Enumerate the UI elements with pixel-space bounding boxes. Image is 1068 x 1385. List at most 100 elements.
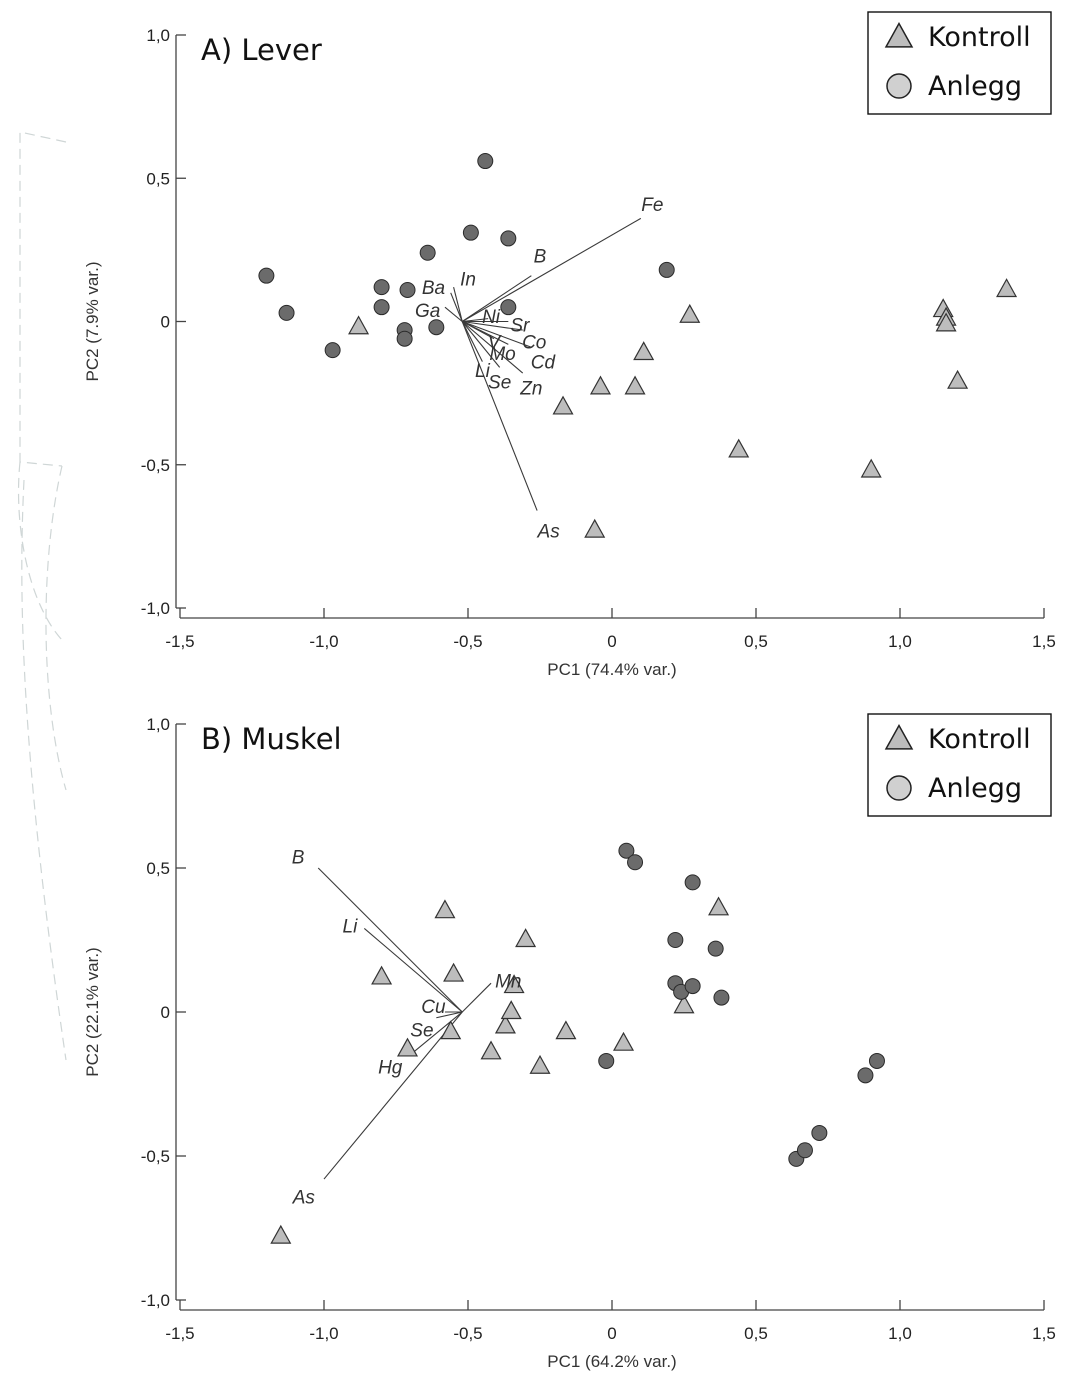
point-kontroll (494, 1014, 516, 1034)
legend-label-anlegg: Anlegg (928, 71, 1022, 102)
point-kontroll (728, 438, 750, 458)
x-tick-label: -0,5 (453, 1324, 482, 1343)
x-tick-label: -0,5 (453, 632, 482, 651)
point-kontroll (555, 1020, 577, 1040)
point-kontroll (348, 315, 370, 335)
point-kontroll (397, 1037, 419, 1057)
point-anlegg (462, 224, 479, 241)
loading-vector-b (461, 275, 532, 322)
loading-vector-li (461, 321, 483, 362)
x-tick-label: 1,5 (1032, 632, 1056, 651)
loading-vector-ba (450, 292, 463, 322)
legend: Kontroll Anlegg (867, 713, 1052, 817)
panel-lever: -1,5 -1,0 -0,5 0 0,5 1,0 1,5 -1,0 -0,5 0 0,5 1,0 PC1… (83, 11, 1056, 679)
x-tick-label: 0,5 (744, 632, 768, 651)
point-kontroll (480, 1040, 502, 1060)
loading-vector-zn (461, 321, 524, 374)
loading-vector-se (436, 1011, 463, 1019)
point-kontroll (270, 1224, 292, 1244)
loading-label-fe: Fe (641, 195, 663, 216)
point-kontroll (613, 1031, 635, 1051)
legend-label-kontroll: Kontroll (928, 724, 1031, 755)
x-tick-label: -1,0 (309, 632, 338, 651)
loading-label-b: B (534, 247, 547, 268)
loading-label-b: B (292, 847, 305, 868)
point-anlegg (500, 299, 517, 316)
point-anlegg (618, 842, 635, 859)
loading-label-se: Se (410, 1020, 433, 1041)
loading-label-v: V (488, 333, 503, 354)
point-anlegg (658, 261, 675, 278)
point-anlegg (278, 304, 295, 321)
point-anlegg (373, 299, 390, 316)
loading-label-ga: Ga (415, 301, 440, 322)
legend-marker-circle (886, 775, 912, 801)
point-kontroll (679, 303, 701, 323)
loading-label-cu: Cu (421, 997, 446, 1018)
x-axis-title: PC1 (74.4% var.) (547, 660, 676, 679)
loading-vector-mn (461, 982, 492, 1013)
loading-label-ni: Ni (482, 307, 501, 328)
point-anlegg (796, 1142, 813, 1159)
panel-title: B) Muskel (201, 722, 342, 756)
x-tick-label: 1,0 (888, 632, 912, 651)
point-kontroll (440, 1020, 462, 1040)
point-anlegg (811, 1124, 828, 1141)
x-tick-label: 0 (607, 1324, 616, 1343)
point-kontroll (633, 341, 655, 361)
point-kontroll (935, 312, 957, 332)
x-tick-label: -1,5 (165, 1324, 194, 1343)
point-anlegg (684, 978, 701, 995)
loading-label-hg: Hg (378, 1058, 403, 1079)
loading-vector-ga (444, 306, 463, 322)
point-kontroll (443, 962, 465, 982)
loading-label-mo: Mo (489, 344, 515, 365)
loading-vector-se (461, 321, 501, 368)
point-anlegg (857, 1067, 874, 1084)
loading-label-in: In (460, 270, 476, 291)
point-kontroll (503, 974, 525, 994)
loading-label-co: Co (522, 333, 546, 354)
y-tick-label: -1,0 (141, 599, 170, 618)
loading-vector-as (323, 1011, 463, 1180)
loading-vector-co (462, 320, 523, 331)
point-anlegg (707, 940, 724, 957)
legend-marker-circle (886, 73, 912, 99)
panel-title: A) Lever (201, 33, 322, 67)
y-tick-label: -1,0 (141, 1291, 170, 1310)
loading-label-se: Se (488, 373, 511, 394)
legend: Kontroll Anlegg (867, 11, 1052, 115)
point-kontroll (552, 395, 574, 415)
y-tick-label: 0,5 (146, 859, 170, 878)
legend-marker-triangle (884, 21, 914, 48)
loading-vector-li (363, 928, 463, 1013)
point-anlegg (713, 989, 730, 1006)
point-kontroll (860, 458, 882, 478)
point-anlegg (868, 1052, 885, 1069)
loading-vector-mo (461, 321, 509, 345)
point-kontroll (584, 518, 606, 538)
loading-label-ba: Ba (422, 278, 445, 299)
loading-label-cd: Cd (531, 353, 557, 374)
x-tick-label: 1,0 (888, 1324, 912, 1343)
point-kontroll (434, 899, 456, 919)
legend-label-kontroll: Kontroll (928, 22, 1031, 53)
y-tick-label: -0,5 (141, 1147, 170, 1166)
point-kontroll (500, 1000, 522, 1020)
point-kontroll (673, 994, 695, 1014)
loading-label-as: As (292, 1187, 316, 1208)
y-tick-label: 1,0 (146, 715, 170, 734)
y-tick-label: -0,5 (141, 456, 170, 475)
y-tick-label: 1,0 (146, 26, 170, 45)
point-anlegg (667, 932, 684, 948)
loading-label-mn: Mn (495, 971, 521, 992)
point-anlegg (684, 874, 701, 891)
point-kontroll (515, 928, 537, 948)
point-anlegg (258, 267, 275, 284)
decorative-guide-lines (17, 131, 67, 1061)
point-anlegg (428, 319, 445, 336)
point-anlegg (373, 279, 390, 296)
point-anlegg (627, 854, 644, 871)
loading-label-as: As (537, 522, 561, 543)
